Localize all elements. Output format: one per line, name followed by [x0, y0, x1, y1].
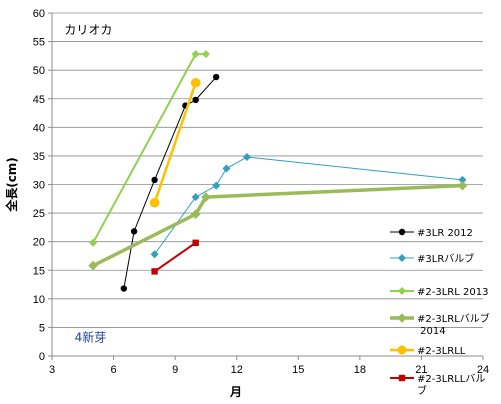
- legend-item: #3LR 2012: [390, 228, 473, 239]
- legend-label: #3LRバルブ: [417, 252, 474, 265]
- x-tick-label: 3: [49, 364, 55, 376]
- y-tick-label: 10: [33, 294, 45, 306]
- data-point: [191, 193, 200, 202]
- x-tick-label: 6: [111, 364, 117, 376]
- series-line: [153, 241, 197, 273]
- data-point: [88, 260, 98, 271]
- data-point: [398, 374, 406, 382]
- y-tick-label: 55: [33, 37, 45, 49]
- y-tick-label: 50: [33, 65, 45, 77]
- y-tick-label: 5: [39, 322, 45, 334]
- y-tick-label: 40: [33, 122, 45, 134]
- data-point: [151, 176, 158, 184]
- data-point: [398, 254, 406, 262]
- data-point: [120, 285, 128, 292]
- data-point: [190, 209, 201, 220]
- legend-label: #2-3LRL 2013: [417, 287, 488, 298]
- legend-label: #2-3LRLL: [417, 346, 466, 357]
- series-4: [88, 180, 468, 271]
- x-tick-label: 18: [354, 364, 366, 376]
- legend-item: #2-3LRL 2013: [390, 287, 488, 298]
- data-point: [457, 180, 468, 191]
- x-tick-label: 15: [292, 364, 304, 376]
- legend-label: #3LR 2012: [417, 228, 473, 239]
- y-tick-label: 25: [33, 208, 45, 220]
- data-point: [190, 77, 201, 88]
- legend-label: #2-3LRLLバルブ: [417, 373, 485, 397]
- series-line: [154, 156, 463, 255]
- axes: 0 5 10 15 20 25 30 35 40 45 50 55 60 3 6 9 12 15 18 21 24 月 全長…: [4, 8, 489, 399]
- legend-item: #2-3LRLLバルブ: [390, 373, 485, 397]
- data-point: [149, 197, 160, 208]
- y-tick-label: 60: [33, 8, 45, 20]
- data-point: [192, 239, 199, 247]
- legend-item: #3LRバルブ: [390, 252, 474, 265]
- series-layer: [88, 50, 468, 292]
- x-tick-label: 21: [415, 364, 427, 376]
- series-5: [149, 77, 201, 208]
- data-point: [222, 164, 231, 173]
- series-line: [153, 81, 197, 205]
- legend-item: #2-3LRLL: [390, 345, 466, 357]
- data-point: [398, 228, 406, 236]
- x-tick-label: 24: [477, 364, 489, 376]
- data-point: [212, 181, 221, 190]
- series-6: [151, 239, 199, 275]
- data-point: [242, 153, 251, 162]
- legend-item: #2-3LRLバルブ 2014: [390, 312, 490, 337]
- y-tick-label: 30: [33, 180, 45, 192]
- x-tick-label: 9: [172, 364, 178, 376]
- data-point: [201, 192, 211, 202]
- data-point: [397, 313, 407, 323]
- data-point: [89, 238, 98, 247]
- data-point: [151, 268, 158, 275]
- data-point: [212, 73, 220, 81]
- annotations: カリオカ 4新芽: [64, 23, 112, 345]
- y-tick-label: 0: [39, 351, 45, 363]
- data-point: [150, 250, 159, 259]
- series-line: [123, 76, 217, 290]
- data-point: [458, 175, 467, 184]
- series-3: [89, 50, 210, 247]
- x-axis-title: 月: [229, 385, 242, 399]
- data-point: [397, 345, 407, 355]
- legend: #3LR 2012 #3LRバルブ #2-3LRL 2013 #2-3LRLバルブ 2…: [390, 228, 490, 397]
- series-line: [91, 183, 465, 268]
- y-tick-label: 15: [33, 265, 45, 277]
- gridlines: [52, 12, 483, 328]
- y-tick-label: 35: [33, 151, 45, 163]
- x-tick-label: 12: [231, 364, 243, 376]
- data-point: [191, 50, 200, 59]
- data-point: [398, 287, 406, 295]
- series-2: [150, 153, 467, 259]
- y-tick-label: 20: [33, 237, 45, 249]
- y-axis-title: 全長(cm): [4, 157, 19, 213]
- data-point: [130, 228, 138, 235]
- chart-annotation-title: カリオカ: [64, 23, 112, 37]
- data-point: [192, 96, 199, 104]
- data-point: [201, 50, 210, 59]
- chart-annotation-sprout: 4新芽: [75, 330, 107, 345]
- y-tick-label: 45: [33, 94, 45, 106]
- legend-label: #2-3LRLバルブ 2014: [417, 312, 490, 337]
